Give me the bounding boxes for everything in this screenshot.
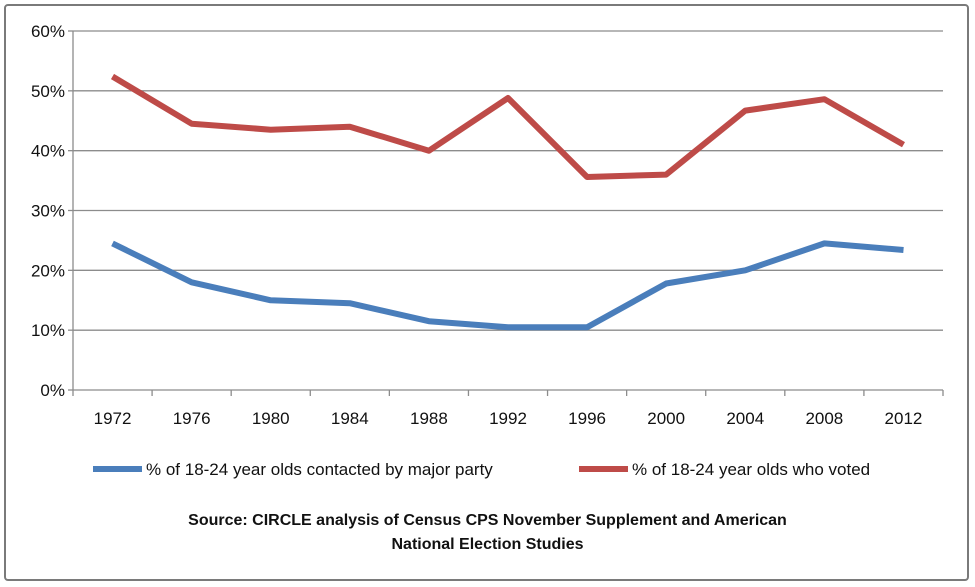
source-note-line1: Source: CIRCLE analysis of Census CPS No… [188,512,787,529]
y-tick-label: 20% [31,261,65,280]
x-tick-label: 2012 [885,409,923,428]
series-lines [110,73,905,331]
x-tick-label: 1972 [94,409,132,428]
series-line-contacted [111,240,904,331]
x-tick-label: 1992 [489,409,527,428]
x-tick-label: 1988 [410,409,448,428]
x-tick-label: 2004 [726,409,764,428]
series-line-voted [110,73,905,180]
y-tick-label: 50% [31,82,65,101]
x-tick-label: 1980 [252,409,290,428]
x-tick-label: 1976 [173,409,211,428]
x-axis: 1972 1976 1980 1984 1988 1992 1996 2000 2004 2008… [72,389,944,428]
source-note-line2: National Election Studies [391,536,584,553]
legend: % of 18-24 year olds contacted by major … [93,460,870,479]
y-tick-label: 40% [31,142,65,161]
x-tick-label: 1996 [568,409,606,428]
gridlines [73,30,943,331]
y-tick-label: 10% [31,321,65,340]
x-tick-label: 1984 [331,409,369,428]
x-tick-label: 2000 [647,409,685,428]
x-tick-label: 2008 [805,409,843,428]
y-axis: 0% 10% 20% 30% 40% 50% 60% [31,22,74,400]
legend-label-voted: % of 18-24 year olds who voted [632,460,870,479]
y-tick-label: 0% [40,381,65,400]
y-tick-label: 30% [31,202,65,221]
legend-label-contacted: % of 18-24 year olds contacted by major … [146,460,493,479]
y-tick-label: 60% [31,22,65,41]
